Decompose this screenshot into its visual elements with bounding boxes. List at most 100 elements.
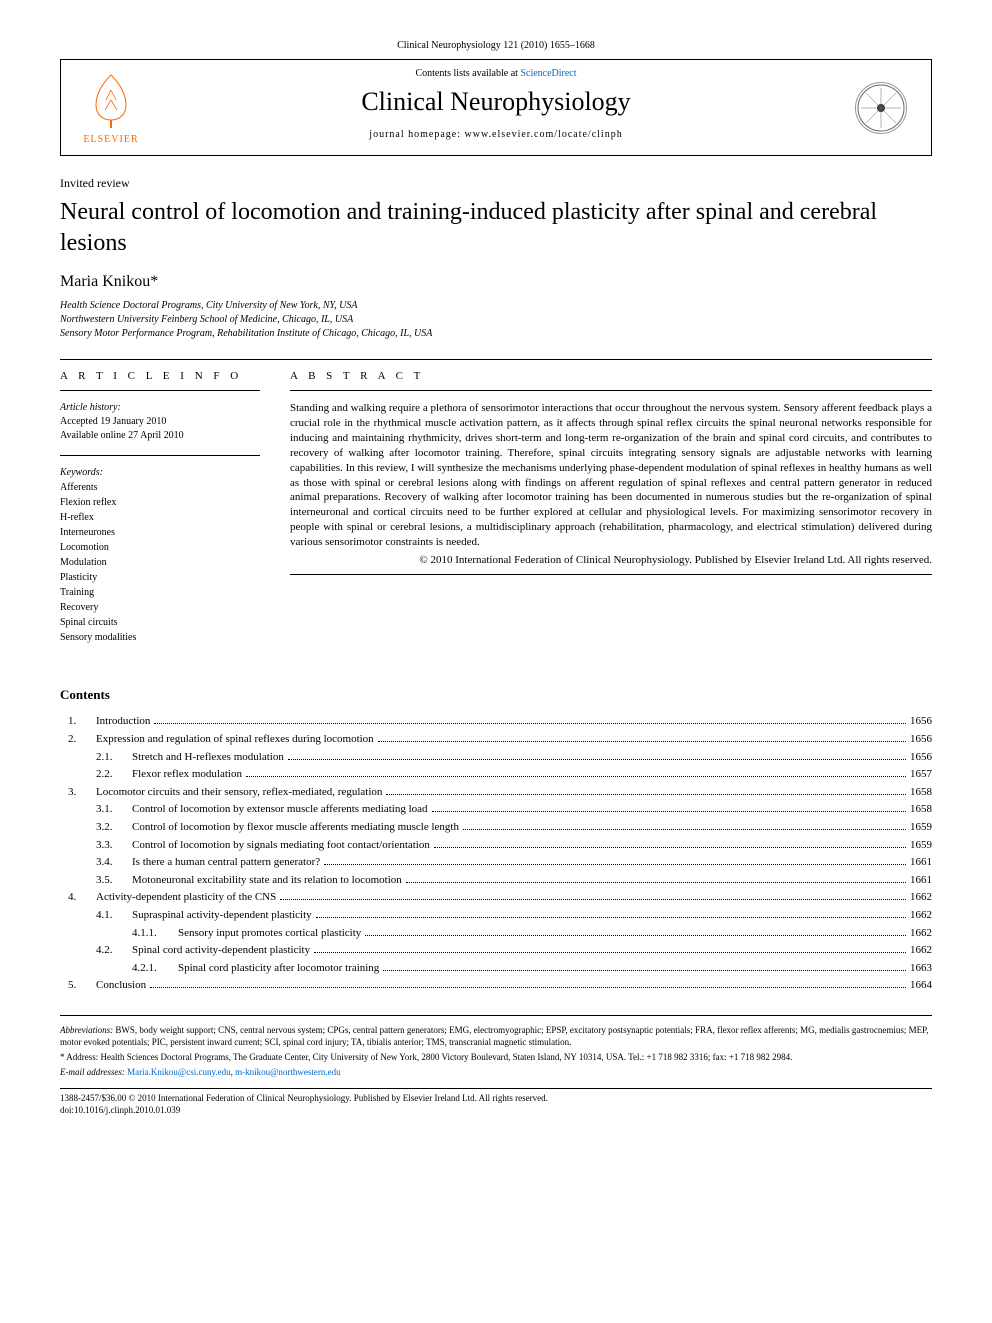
toc-number: 3.1.	[60, 801, 132, 819]
keyword: Recovery	[60, 600, 260, 615]
toc-title: Is there a human central pattern generat…	[132, 854, 320, 872]
toc-title: Motoneuronal excitability state and its …	[132, 872, 402, 890]
toc-row[interactable]: 3.2.Control of locomotion by flexor musc…	[60, 819, 932, 837]
divider	[60, 359, 932, 360]
toc-title: Spinal cord plasticity after locomotor t…	[178, 960, 379, 978]
toc-number: 3.3.	[60, 837, 132, 855]
toc-title: Activity-dependent plasticity of the CNS	[96, 889, 276, 907]
toc-title: Conclusion	[96, 977, 146, 995]
toc-row[interactable]: 3.1.Control of locomotion by extensor mu…	[60, 801, 932, 819]
toc-row[interactable]: 3.3.Control of locomotion by signals med…	[60, 837, 932, 855]
article-info-heading: A R T I C L E I N F O	[60, 370, 260, 382]
keyword: Modulation	[60, 555, 260, 570]
author-marker: *	[150, 273, 158, 290]
toc-title: Control of locomotion by signals mediati…	[132, 837, 430, 855]
toc-page: 1662	[910, 907, 932, 925]
email-link-1[interactable]: Maria.Knikou@csi.cuny.edu	[127, 1067, 230, 1077]
toc-row[interactable]: 3.5.Motoneuronal excitability state and …	[60, 872, 932, 890]
toc-page: 1658	[910, 801, 932, 819]
elsevier-tree-icon	[81, 70, 141, 130]
toc-row[interactable]: 2.Expression and regulation of spinal re…	[60, 731, 932, 749]
toc-row[interactable]: 4.1.1.Sensory input promotes cortical pl…	[60, 925, 932, 943]
affiliations: Health Science Doctoral Programs, City U…	[60, 299, 932, 341]
abbrev-label: Abbreviations:	[60, 1025, 113, 1035]
toc-page: 1661	[910, 854, 932, 872]
toc-title: Stretch and H-reflexes modulation	[132, 749, 284, 767]
toc-page: 1661	[910, 872, 932, 890]
toc-row[interactable]: 1.Introduction 1656	[60, 713, 932, 731]
abstract-text: Standing and walking require a plethora …	[290, 401, 932, 549]
doi: doi:10.1016/j.clinph.2010.01.039	[60, 1105, 932, 1117]
toc-row[interactable]: 4.1.Supraspinal activity-dependent plast…	[60, 907, 932, 925]
toc-dots	[154, 723, 906, 724]
keyword: H-reflex	[60, 510, 260, 525]
history-label: Article history:	[60, 401, 260, 415]
journal-header: ELSEVIER Contents lists available at Sci…	[60, 59, 932, 156]
toc-dots	[288, 759, 906, 760]
email-link-2[interactable]: m-knikou@northwestern.edu	[235, 1067, 341, 1077]
divider	[290, 390, 932, 391]
toc-page: 1659	[910, 837, 932, 855]
toc-dots	[314, 952, 906, 953]
toc-page: 1656	[910, 731, 932, 749]
journal-logo-icon	[855, 82, 907, 134]
abstract-copyright: © 2010 International Federation of Clini…	[290, 554, 932, 566]
toc-row[interactable]: 2.1.Stretch and H-reflexes modulation 16…	[60, 749, 932, 767]
contents-available-line: Contents lists available at ScienceDirec…	[161, 68, 831, 79]
address-text: Health Sciences Doctoral Programs, The G…	[98, 1052, 792, 1062]
toc-dots	[246, 776, 906, 777]
toc-number: 3.5.	[60, 872, 132, 890]
toc-number: 1.	[60, 713, 96, 731]
homepage-url[interactable]: www.elsevier.com/locate/clinph	[465, 129, 623, 140]
toc-title: Locomotor circuits and their sensory, re…	[96, 784, 382, 802]
toc-title: Spinal cord activity-dependent plasticit…	[132, 942, 310, 960]
toc-dots	[432, 811, 906, 812]
running-head: Clinical Neurophysiology 121 (2010) 1655…	[60, 40, 932, 51]
toc-number: 4.1.1.	[60, 925, 178, 943]
abbrev-text: BWS, body weight support; CNS, central n…	[60, 1025, 928, 1048]
toc-page: 1662	[910, 889, 932, 907]
publisher-logo-box: ELSEVIER	[61, 60, 161, 155]
toc-title: Introduction	[96, 713, 150, 731]
toc-row[interactable]: 4.2.Spinal cord activity-dependent plast…	[60, 942, 932, 960]
contents-prefix: Contents lists available at	[415, 68, 520, 79]
toc-page: 1662	[910, 925, 932, 943]
journal-title: Clinical Neurophysiology	[161, 87, 831, 117]
toc-row[interactable]: 5.Conclusion 1664	[60, 977, 932, 995]
keywords-label: Keywords:	[60, 466, 260, 480]
toc-dots	[386, 794, 906, 795]
toc-page: 1664	[910, 977, 932, 995]
affiliation-2: Northwestern University Feinberg School …	[60, 313, 932, 327]
toc-row[interactable]: 3.Locomotor circuits and their sensory, …	[60, 784, 932, 802]
toc-row[interactable]: 2.2.Flexor reflex modulation 1657	[60, 766, 932, 784]
toc-dots	[434, 847, 906, 848]
toc-title: Expression and regulation of spinal refl…	[96, 731, 374, 749]
bottom-meta: 1388-2457/$36.00 © 2010 International Fe…	[60, 1088, 932, 1116]
keyword: Flexion reflex	[60, 495, 260, 510]
toc-page: 1659	[910, 819, 932, 837]
keyword: Interneurones	[60, 525, 260, 540]
toc-title: Control of locomotion by extensor muscle…	[132, 801, 428, 819]
toc-title: Sensory input promotes cortical plastici…	[178, 925, 361, 943]
sciencedirect-link[interactable]: ScienceDirect	[520, 68, 576, 79]
toc-dots	[406, 882, 906, 883]
divider	[290, 574, 932, 575]
toc-page: 1658	[910, 784, 932, 802]
divider	[60, 390, 260, 391]
toc-row[interactable]: 4.2.1.Spinal cord plasticity after locom…	[60, 960, 932, 978]
address-label: * Address:	[60, 1052, 98, 1062]
toc-dots	[463, 829, 906, 830]
author-name: Maria Knikou*	[60, 273, 932, 291]
toc-dots	[316, 917, 906, 918]
toc-number: 4.	[60, 889, 96, 907]
email-label: E-mail addresses:	[60, 1067, 125, 1077]
toc-number: 3.4.	[60, 854, 132, 872]
toc-row[interactable]: 3.4.Is there a human central pattern gen…	[60, 854, 932, 872]
homepage-prefix: journal homepage:	[369, 129, 464, 140]
footnotes: Abbreviations: BWS, body weight support;…	[60, 1015, 932, 1078]
journal-homepage: journal homepage: www.elsevier.com/locat…	[161, 129, 831, 140]
affiliation-3: Sensory Motor Performance Program, Rehab…	[60, 327, 932, 341]
toc-number: 5.	[60, 977, 96, 995]
toc-dots	[150, 987, 906, 988]
toc-row[interactable]: 4.Activity-dependent plasticity of the C…	[60, 889, 932, 907]
